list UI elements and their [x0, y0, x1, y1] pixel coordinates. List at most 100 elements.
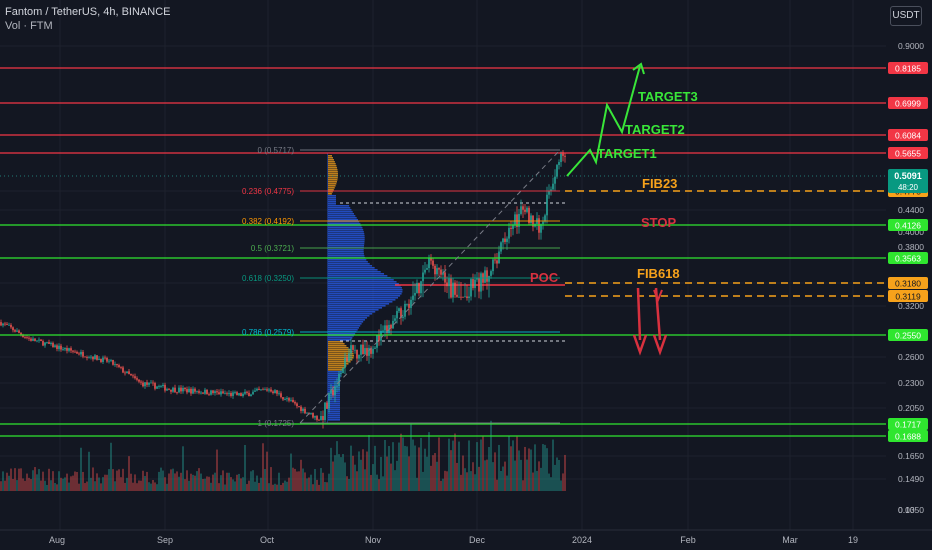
candle-body [472, 279, 474, 289]
candle-body [372, 348, 374, 354]
price-level-tag-label: 0.1717 [895, 420, 921, 430]
volume-bar [90, 477, 92, 491]
volume-bar [454, 433, 456, 491]
volume-bar [410, 423, 412, 491]
candle-body [264, 389, 266, 391]
candle-body [560, 152, 562, 163]
volume-bar [564, 454, 566, 491]
candle-body [242, 393, 244, 397]
drawings[interactable] [566, 62, 668, 356]
candle-body [316, 416, 318, 420]
candle-body [44, 342, 46, 346]
volume-bar [274, 483, 276, 491]
candle-body [212, 390, 214, 394]
volume-profile-bar [328, 165, 337, 167]
candle-body [554, 176, 556, 184]
volume-bar [164, 477, 166, 491]
volume-bar [130, 473, 132, 491]
candle-body [102, 357, 104, 362]
volume-bar [86, 481, 88, 491]
candle-body [84, 356, 86, 358]
candle-body [56, 345, 58, 349]
volume-profile-bar [328, 417, 340, 419]
candle-body [238, 393, 240, 396]
candle-body [290, 399, 292, 401]
volume-bar [326, 482, 328, 491]
volume-bar [440, 480, 442, 491]
candle-body [118, 365, 120, 367]
volume-bar [122, 468, 124, 491]
volume-bar [112, 469, 114, 491]
candle-body [510, 227, 512, 229]
volume-bar [558, 459, 560, 491]
price-level-tag-label: 0.3563 [895, 254, 921, 264]
volume-bar [540, 467, 542, 491]
candle-body [552, 183, 554, 190]
candle-body [298, 406, 300, 407]
candle-body [4, 323, 6, 325]
volume-bar [316, 479, 318, 491]
volume-bar [346, 476, 348, 491]
volume-bar [416, 477, 418, 491]
price-level-tag [888, 277, 928, 289]
price-tick-label: 0.4400 [898, 205, 924, 215]
volume-bar [398, 442, 400, 491]
candle-body [362, 344, 364, 355]
candle-body [342, 367, 344, 374]
volume-bar [208, 476, 210, 491]
volume-bar [232, 479, 234, 491]
volume-profile-bar [328, 229, 364, 231]
volume-profile-bar [328, 403, 340, 405]
volume-bar [444, 470, 446, 491]
price-tick-label: 0.3200 [898, 301, 924, 311]
volume-bar [46, 484, 48, 491]
candle-body [366, 348, 368, 356]
candle-body [132, 375, 134, 377]
volume-bar [94, 481, 96, 491]
volume-bar [352, 455, 354, 491]
volume-bar [224, 484, 226, 491]
candle-body [26, 337, 28, 339]
volume-bar [144, 475, 146, 491]
volume-bar [554, 464, 556, 491]
candle-body [130, 374, 132, 376]
price-level-tag-label: 0.3180 [895, 279, 921, 289]
price-axis[interactable]: 0.90000.80000.70000.60000.44000.40000.38… [0, 0, 932, 530]
volume-profile-bar [328, 299, 396, 301]
candle-body [430, 257, 432, 261]
volume-profile-bar [328, 211, 353, 213]
price-tick-label: 0.1350 [898, 505, 924, 515]
currency-button[interactable]: USDT [890, 6, 922, 26]
candle-body [492, 259, 494, 272]
fibonacci-retracement[interactable]: 0 (0.5717) 0.236 (0.4775) 0.382 (0.4192) 0.… [242, 146, 561, 428]
volume-bar [244, 445, 246, 491]
volume-bar [306, 478, 308, 491]
time-axis[interactable]: Aug Sep Oct Nov Dec 2024 Feb Mar 19 [0, 529, 932, 545]
volume-bar [216, 449, 218, 491]
candle-body [320, 415, 322, 421]
down-arrow-1 [632, 287, 648, 356]
volume-profile-bar [328, 301, 393, 303]
candle-body [70, 348, 72, 351]
price-level-tag [888, 430, 928, 442]
volume-bar [502, 466, 504, 491]
volume-profile-bar [328, 391, 341, 393]
candle-body [470, 279, 472, 297]
price-level-tag [888, 252, 928, 264]
candle-body [504, 238, 506, 242]
volume-profile-bar [328, 377, 341, 379]
candle-body [392, 320, 394, 329]
candle-body [292, 399, 294, 403]
candle-body [460, 296, 462, 298]
volume-profile-bar [328, 297, 399, 299]
volume-profile-axis [327, 153, 328, 423]
volume-bar [204, 478, 206, 491]
volume-bar [138, 480, 140, 491]
volume-bar [128, 456, 130, 491]
volume-bar [552, 439, 554, 491]
volume-bar [156, 484, 158, 491]
down-arrow-tail [653, 289, 663, 303]
volume-bar [362, 449, 364, 491]
volume-profile-bar [328, 239, 365, 241]
